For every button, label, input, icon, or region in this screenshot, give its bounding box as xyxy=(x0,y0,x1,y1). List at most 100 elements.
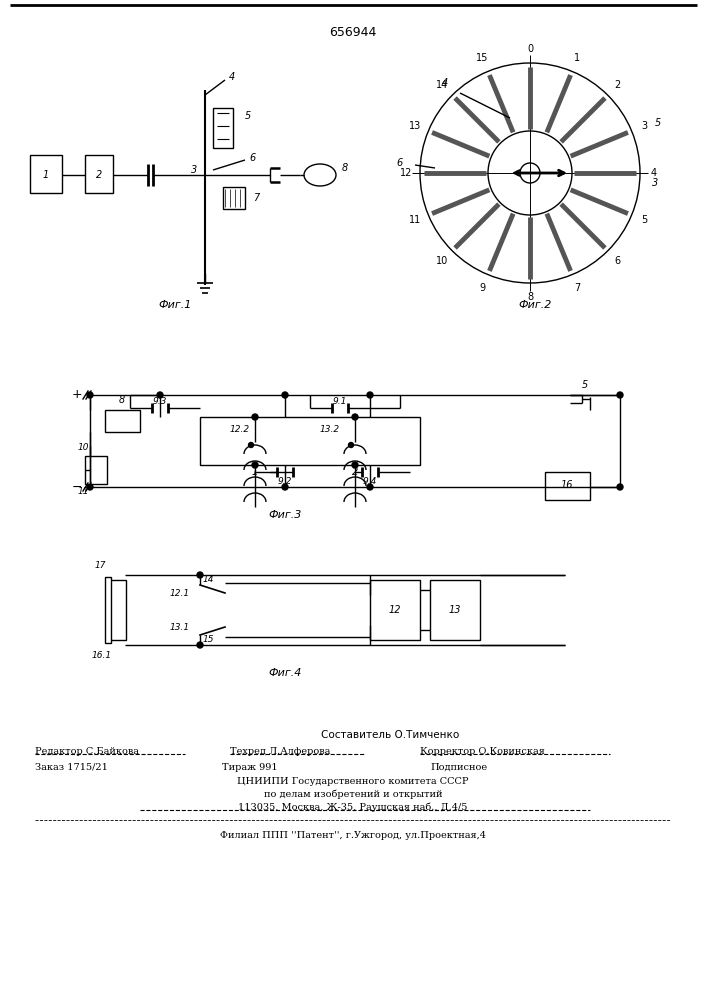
Circle shape xyxy=(352,414,358,420)
Text: 113035, Москва, Ж-35, Раушская наб., Д.4/5: 113035, Москва, Ж-35, Раушская наб., Д.4… xyxy=(238,802,468,812)
Text: 7: 7 xyxy=(574,283,580,293)
Text: 12.1: 12.1 xyxy=(170,588,190,597)
Text: 1: 1 xyxy=(43,170,49,180)
Text: 9.2: 9.2 xyxy=(278,477,292,486)
Text: 10: 10 xyxy=(77,444,89,452)
Text: 13: 13 xyxy=(449,605,461,615)
Text: 9: 9 xyxy=(479,283,486,293)
Bar xyxy=(110,580,126,640)
Text: 4: 4 xyxy=(442,78,448,88)
Circle shape xyxy=(252,414,258,420)
Bar xyxy=(105,410,140,432)
Text: 9.3: 9.3 xyxy=(153,396,167,406)
Text: Редактор С.Байкова: Редактор С.Байкова xyxy=(35,746,139,756)
Bar xyxy=(430,580,480,640)
Text: Тираж 991: Тираж 991 xyxy=(222,762,278,772)
Text: Фиг.2: Фиг.2 xyxy=(518,300,551,310)
Text: 10: 10 xyxy=(436,256,448,266)
Text: 5: 5 xyxy=(245,111,251,121)
Text: по делам изобретений и открытий: по делам изобретений и открытий xyxy=(264,789,443,799)
Bar xyxy=(105,577,111,643)
Circle shape xyxy=(488,131,572,215)
Text: 16: 16 xyxy=(561,480,573,490)
Ellipse shape xyxy=(304,164,336,186)
Circle shape xyxy=(367,484,373,490)
Text: 11: 11 xyxy=(409,215,421,225)
Circle shape xyxy=(282,392,288,398)
Text: 4: 4 xyxy=(651,168,657,178)
Bar xyxy=(85,456,107,484)
Text: 12: 12 xyxy=(389,605,402,615)
Text: 5: 5 xyxy=(582,380,588,390)
Circle shape xyxy=(420,63,640,283)
Circle shape xyxy=(252,462,258,468)
Text: Корректор О.Ковинская: Корректор О.Ковинская xyxy=(420,746,545,756)
Text: 3: 3 xyxy=(191,165,197,175)
Circle shape xyxy=(367,392,373,398)
Bar xyxy=(545,472,590,500)
Text: Техред Л.Алферова: Техред Л.Алферова xyxy=(230,746,330,756)
Text: 6: 6 xyxy=(397,158,403,168)
Text: 5: 5 xyxy=(641,215,648,225)
Bar xyxy=(370,580,420,640)
Bar xyxy=(85,155,113,193)
Circle shape xyxy=(520,163,540,183)
Text: 6: 6 xyxy=(250,153,256,163)
Bar xyxy=(213,108,233,148)
Text: 1: 1 xyxy=(574,53,580,63)
Text: +: + xyxy=(71,388,82,401)
Text: 8: 8 xyxy=(527,292,533,302)
Text: Филиал ППП ''Патент'', г.Ужгород, ул.Проектная,4: Филиал ППП ''Патент'', г.Ужгород, ул.Про… xyxy=(220,830,486,840)
Text: 3: 3 xyxy=(641,121,648,131)
Bar xyxy=(223,187,245,209)
Circle shape xyxy=(349,442,354,448)
Text: ЦНИИПИ Государственного комитета СССР: ЦНИИПИ Государственного комитета СССР xyxy=(238,776,469,786)
Text: 17: 17 xyxy=(94,560,106,570)
Text: 2: 2 xyxy=(614,80,621,90)
Text: Заказ 1715/21: Заказ 1715/21 xyxy=(35,762,108,772)
Bar xyxy=(200,417,420,465)
Text: 0: 0 xyxy=(527,44,533,54)
Text: Составитель О.Тимченко: Составитель О.Тимченко xyxy=(321,730,459,740)
Text: 8: 8 xyxy=(119,395,125,405)
Text: 13.2: 13.2 xyxy=(320,424,340,434)
Circle shape xyxy=(617,484,623,490)
Text: 14: 14 xyxy=(436,80,448,90)
Text: Фиг.4: Фиг.4 xyxy=(269,668,302,678)
Text: 13.1: 13.1 xyxy=(170,622,190,632)
Circle shape xyxy=(87,484,93,490)
Text: 9.4: 9.4 xyxy=(363,477,378,486)
Text: 15: 15 xyxy=(202,636,214,645)
Text: 16.1: 16.1 xyxy=(92,650,112,660)
Circle shape xyxy=(197,572,203,578)
Text: 14: 14 xyxy=(202,576,214,584)
Text: 8: 8 xyxy=(342,163,348,173)
Text: Фиг.1: Фиг.1 xyxy=(158,300,192,310)
Bar xyxy=(30,155,62,193)
Text: Фиг.3: Фиг.3 xyxy=(269,510,302,520)
Circle shape xyxy=(352,462,358,468)
Circle shape xyxy=(157,392,163,398)
Text: 12.2: 12.2 xyxy=(230,424,250,434)
Text: 13: 13 xyxy=(409,121,421,131)
Circle shape xyxy=(248,442,254,448)
Text: 656944: 656944 xyxy=(329,25,377,38)
Text: 3: 3 xyxy=(652,178,658,188)
Circle shape xyxy=(282,484,288,490)
Text: 1: 1 xyxy=(252,467,258,477)
Text: 2: 2 xyxy=(352,467,358,477)
Text: 9.1: 9.1 xyxy=(333,396,347,406)
Circle shape xyxy=(87,392,93,398)
Text: Подписное: Подписное xyxy=(430,762,487,772)
Text: 6: 6 xyxy=(614,256,621,266)
Text: 4: 4 xyxy=(229,72,235,82)
Text: 2: 2 xyxy=(96,170,102,180)
Text: 11: 11 xyxy=(77,488,89,496)
Text: −: − xyxy=(71,481,82,493)
Circle shape xyxy=(197,642,203,648)
Circle shape xyxy=(617,392,623,398)
Text: 5: 5 xyxy=(655,118,661,128)
Text: 7: 7 xyxy=(253,193,259,203)
Text: 15: 15 xyxy=(477,53,489,63)
Text: 12: 12 xyxy=(400,168,412,178)
